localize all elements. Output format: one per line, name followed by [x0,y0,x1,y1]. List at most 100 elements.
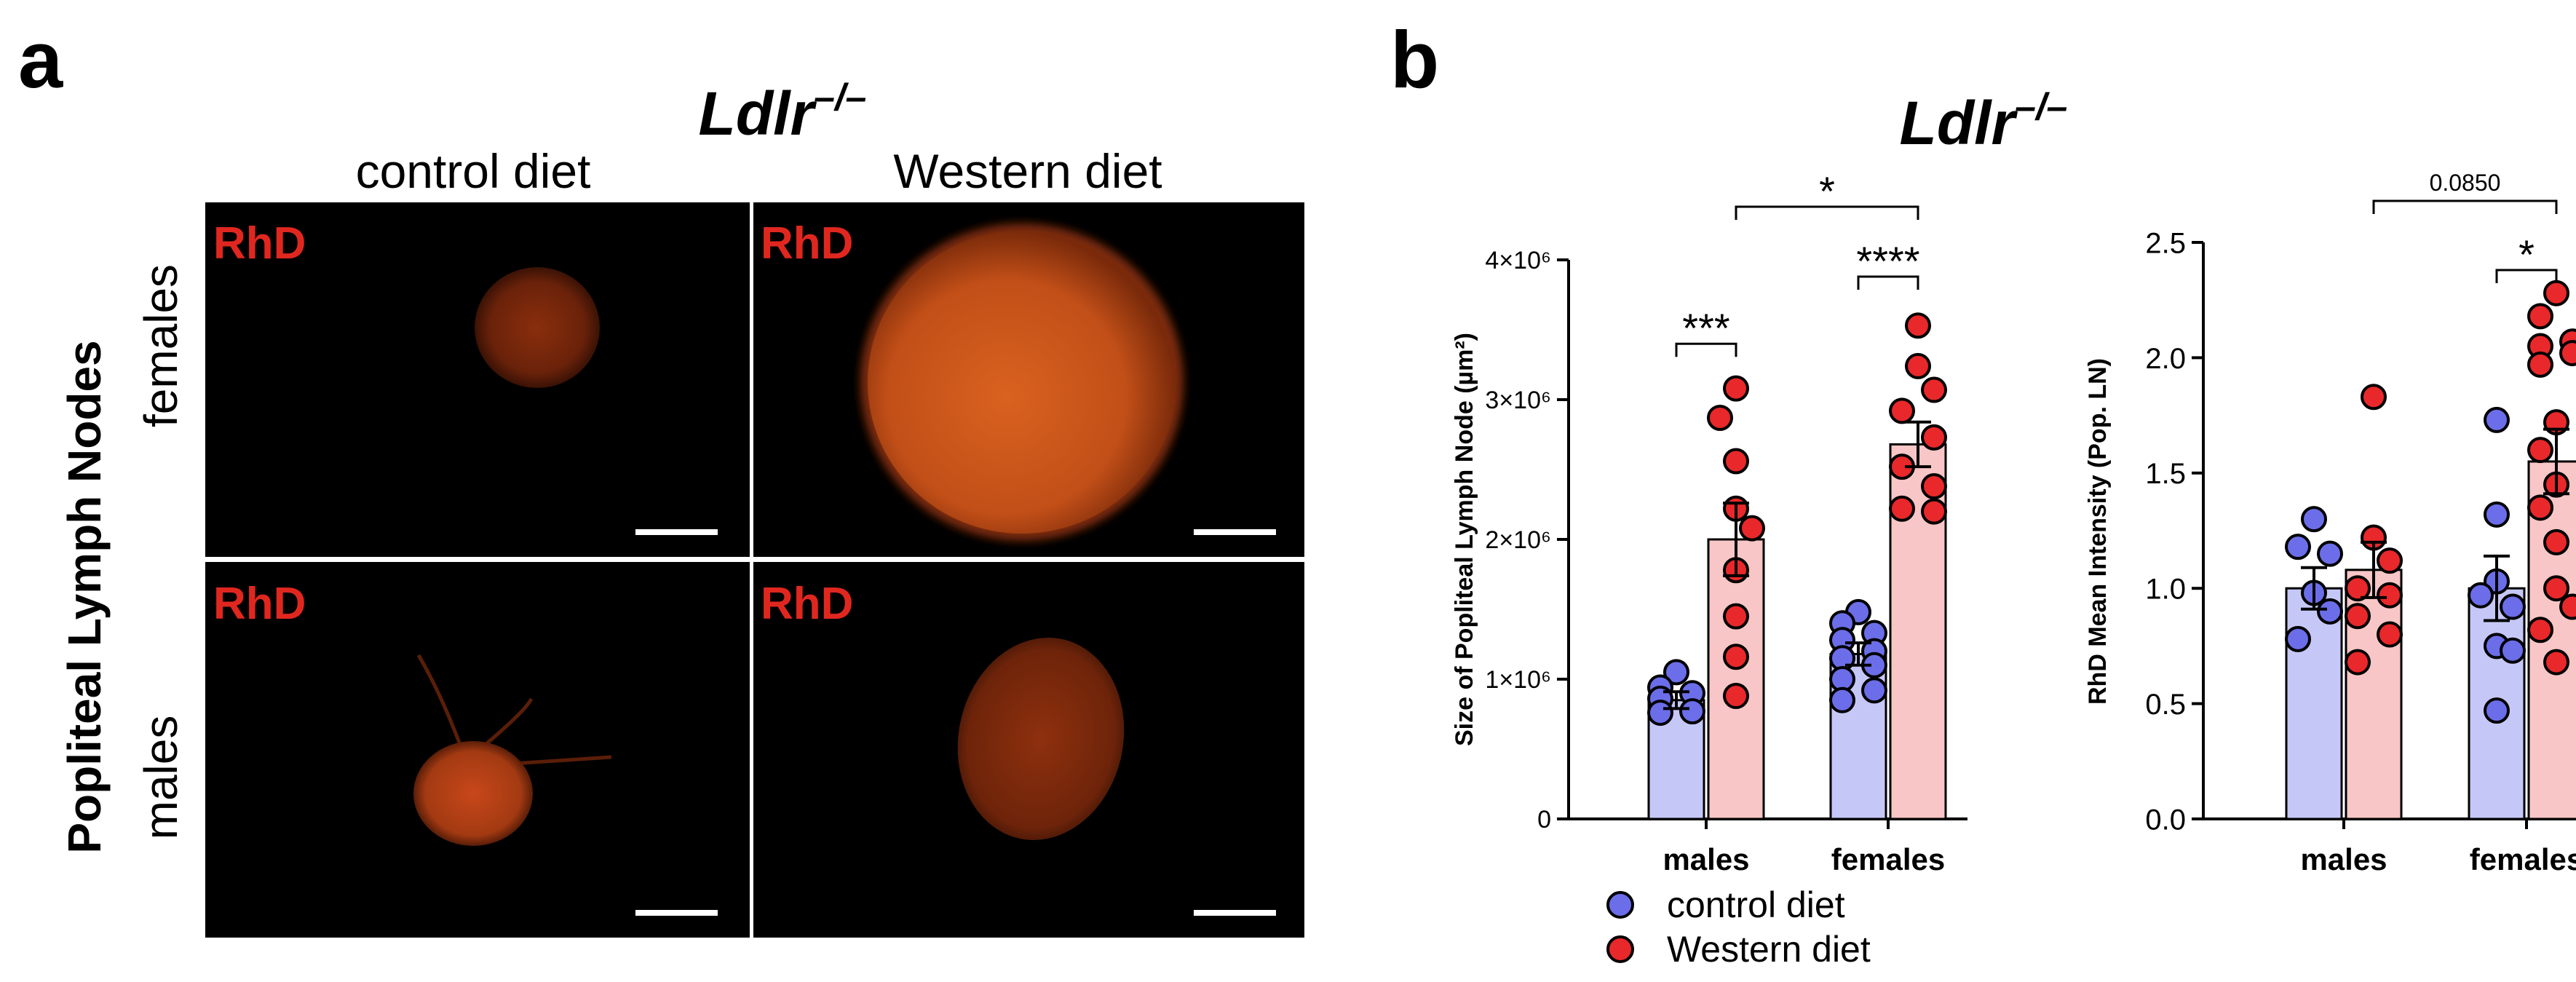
y-axis-label: RhD Mean Intensity (Pop. LN) [2084,358,2112,705]
point-control [1861,677,1887,704]
significance-bracket [1857,275,1919,290]
point-western [2527,351,2553,378]
x-tick-label: females [1831,842,1945,876]
significance-label: 0.0850 [2430,170,2501,196]
genotype-superscript: –/– [814,76,866,119]
y-tick-label: 4×10⁶ [1485,247,1551,274]
panel-b-genotype: Ldlr–/– [1900,86,2068,157]
point-western [2345,649,2371,676]
scale-bar [635,529,718,535]
y-tick-label: 0 [1537,806,1551,833]
point-western [2361,384,2387,411]
point-control [2468,582,2494,609]
point-western [2377,621,2403,648]
y-tick-label: 3×10⁶ [1485,387,1551,414]
row-label-females: females [135,264,187,427]
point-control [2301,506,2327,533]
point-western [2527,617,2553,644]
point-control [2285,625,2311,652]
genotype-name: Ldlr [1900,89,2018,157]
point-western [1921,424,1947,451]
micrograph-males-control: RhD [205,562,750,938]
stain-label: RhD [213,218,306,269]
bar-western [1707,538,1765,820]
point-western [2377,547,2403,574]
point-western [1723,603,1749,630]
point-control [1647,700,1673,726]
y-tick-label: 1.5 [2145,458,2186,490]
scale-bar [1194,910,1276,916]
point-control [2484,406,2510,433]
point-control [2285,534,2311,561]
y-axis-label: Size of Popliteal Lymph Node (µm²) [1451,333,1478,746]
legend-marker-control [1606,891,1634,919]
legend-item-control: control diet [1606,884,1845,925]
y-tick-label: 2.5 [2145,227,2186,259]
legend-marker-western [1606,935,1634,963]
chart-lymph-node-size: 0 1×10⁶ 2×10⁶ 3×10⁶ 4×10⁶ Size of Popliteal L… [1451,168,1967,876]
panel-a-letter: a [18,15,63,105]
significance-bracket [1735,205,1919,221]
point-control [1829,686,1855,713]
stain-label: RhD [761,579,853,629]
panel-b-letter: b [1390,15,1439,105]
significance-bracket [1675,342,1737,357]
point-western [1905,312,1931,339]
row-label-males: males [135,716,187,840]
point-western [1723,683,1749,710]
legend: control diet Western diet [1606,884,1871,970]
point-control [2317,598,2343,625]
point-control [1679,698,1705,725]
y-tick-label: 0.5 [2145,689,2186,721]
point-western [2559,340,2576,367]
point-western [2345,575,2371,602]
x-tick-label: females [2470,842,2576,876]
point-western [1905,352,1931,379]
point-western [1723,644,1749,670]
micrograph-females-western: RhD [753,202,1304,557]
chart-rhd-intensity: 0.0 0.5 1.0 1.5 2.0 2.5 RhD Mean Intensity (Po… [2084,170,2576,876]
column-label-western: Western diet [893,144,1162,198]
point-western [1921,498,1947,525]
point-western [1723,448,1749,475]
panel-b: b Ldlr–/– 0 1×10⁶ 2×10⁶ 3×10⁶ 4×10⁶ Size of P… [1390,15,2576,970]
point-western [1889,495,1915,522]
point-western [2527,303,2553,330]
panel-a-genotype: Ldlr–/– [699,76,867,148]
panel-a: a Ldlr–/– control diet Western diet Popl… [18,15,1304,938]
significance-label: *** [1682,305,1729,351]
point-western [2543,575,2569,602]
point-western [2527,494,2553,521]
point-western [1707,404,1733,431]
point-control [2484,697,2510,724]
point-western [1889,397,1915,424]
stain-label: RhD [761,218,853,269]
significance-label: * [1819,168,1835,214]
point-western [2345,603,2371,630]
point-western [2527,437,2553,464]
point-western [2543,649,2569,676]
point-control [2500,637,2526,664]
significance-label: * [2518,231,2535,277]
y-tick-label: 1.0 [2145,574,2186,606]
point-control [2484,501,2510,528]
point-western [2543,280,2569,306]
point-western [2543,528,2569,555]
row-group-label: Popliteal Lymph Nodes [58,340,111,853]
legend-item-western: Western diet [1606,929,1871,970]
x-tick-label: males [2300,842,2387,876]
point-western [1739,515,1765,542]
point-western [1921,376,1947,403]
legend-label-control: control diet [1667,884,1845,925]
point-control [2317,540,2343,567]
micrograph-females-control: RhD [205,202,750,557]
point-western [2377,582,2403,609]
point-control [2500,593,2526,620]
scale-bar [1194,529,1276,535]
genotype-name: Ldlr [699,79,817,148]
y-tick-label: 0.0 [2145,804,2186,836]
genotype-superscript: –/– [2015,86,2067,128]
point-western [1921,473,1947,500]
point-western [2559,593,2576,620]
